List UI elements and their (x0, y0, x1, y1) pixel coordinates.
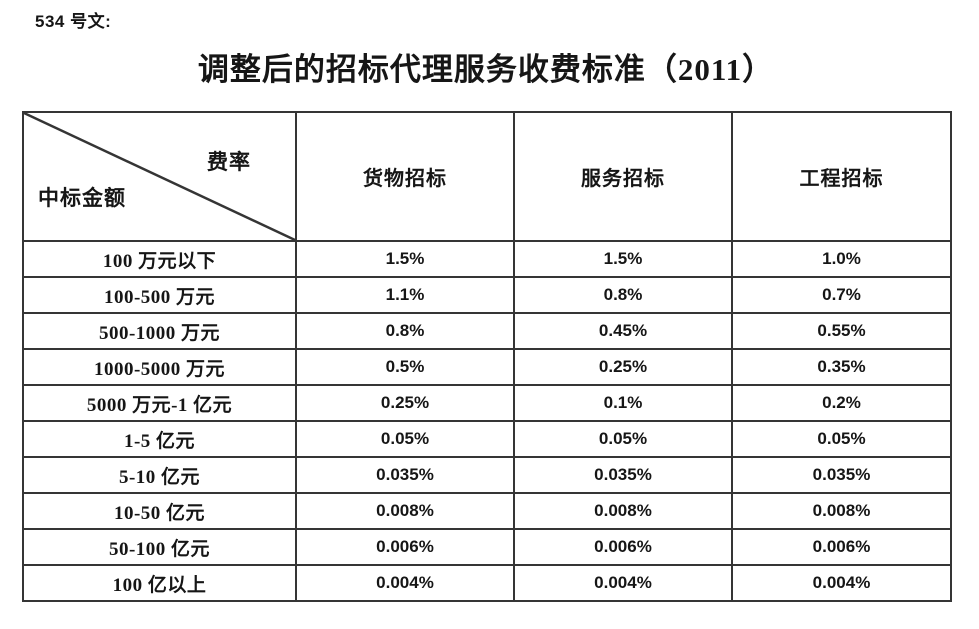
column-header-engineering: 工程招标 (731, 111, 952, 242)
table-row: 100 万元以下 1.5% 1.5% 1.0% (22, 240, 952, 278)
amount-range-label: 5-10 亿元 (22, 456, 297, 494)
rate-value: 1.0% (731, 240, 952, 278)
column-header-goods: 货物招标 (295, 111, 515, 242)
table-row: 10-50 亿元 0.008% 0.008% 0.008% (22, 492, 952, 530)
rate-value: 0.1% (513, 384, 733, 422)
rate-value: 0.006% (295, 528, 515, 566)
rate-value: 0.8% (513, 276, 733, 314)
table-row: 5-10 亿元 0.035% 0.035% 0.035% (22, 456, 952, 494)
rate-value: 0.008% (731, 492, 952, 530)
rate-value: 0.05% (731, 420, 952, 458)
rate-value: 0.55% (731, 312, 952, 350)
rate-value: 0.004% (513, 564, 733, 602)
rate-value: 0.7% (731, 276, 952, 314)
amount-range-label: 100 亿以上 (22, 564, 297, 602)
rate-value: 0.35% (731, 348, 952, 386)
fee-table: 费率 中标金额 货物招标 服务招标 工程招标 100 万元以下 1.5% 1.5% 1… (22, 111, 952, 602)
amount-range-label: 500-1000 万元 (22, 312, 297, 350)
rate-value: 0.004% (731, 564, 952, 602)
rate-value: 1.5% (295, 240, 515, 278)
rate-value: 0.2% (731, 384, 952, 422)
amount-range-label: 100-500 万元 (22, 276, 297, 314)
table-row: 100 亿以上 0.004% 0.004% 0.004% (22, 564, 952, 602)
rate-value: 0.006% (731, 528, 952, 566)
table-body: 100 万元以下 1.5% 1.5% 1.0% 100-500 万元 1.1% 0.8% 0.… (22, 240, 952, 602)
table-row: 5000 万元-1 亿元 0.25% 0.1% 0.2% (22, 384, 952, 422)
header-row: 费率 中标金额 货物招标 服务招标 工程招标 (22, 111, 952, 242)
amount-range-label: 1-5 亿元 (22, 420, 297, 458)
rate-value: 0.05% (295, 420, 515, 458)
rate-value: 0.008% (295, 492, 515, 530)
amount-range-label: 5000 万元-1 亿元 (22, 384, 297, 422)
corner-label-rate: 费率 (207, 150, 251, 174)
rate-value: 0.05% (513, 420, 733, 458)
rate-value: 0.25% (513, 348, 733, 386)
diagonal-divider-line (24, 113, 295, 240)
corner-cell: 费率 中标金额 (22, 111, 297, 242)
table-row: 1000-5000 万元 0.5% 0.25% 0.35% (22, 348, 952, 386)
amount-range-label: 50-100 亿元 (22, 528, 297, 566)
corner-label-amount: 中标金额 (38, 186, 126, 210)
rate-value: 1.1% (295, 276, 515, 314)
table-row: 50-100 亿元 0.006% 0.006% 0.006% (22, 528, 952, 566)
rate-value: 0.5% (295, 348, 515, 386)
rate-value: 0.035% (295, 456, 515, 494)
doc-number: 534 号文: (35, 12, 112, 31)
table-row: 500-1000 万元 0.8% 0.45% 0.55% (22, 312, 952, 350)
rate-value: 0.035% (731, 456, 952, 494)
table-row: 1-5 亿元 0.05% 0.05% 0.05% (22, 420, 952, 458)
rate-value: 0.004% (295, 564, 515, 602)
rate-value: 0.008% (513, 492, 733, 530)
rate-value: 0.25% (295, 384, 515, 422)
rate-value: 0.45% (513, 312, 733, 350)
rate-value: 0.035% (513, 456, 733, 494)
rate-value: 0.006% (513, 528, 733, 566)
rate-value: 0.8% (295, 312, 515, 350)
column-header-services: 服务招标 (513, 111, 733, 242)
table-row: 100-500 万元 1.1% 0.8% 0.7% (22, 276, 952, 314)
amount-range-label: 1000-5000 万元 (22, 348, 297, 386)
amount-range-label: 100 万元以下 (22, 240, 297, 278)
amount-range-label: 10-50 亿元 (22, 492, 297, 530)
rate-value: 1.5% (513, 240, 733, 278)
page-title: 调整后的招标代理服务收费标准（2011） (197, 52, 775, 87)
